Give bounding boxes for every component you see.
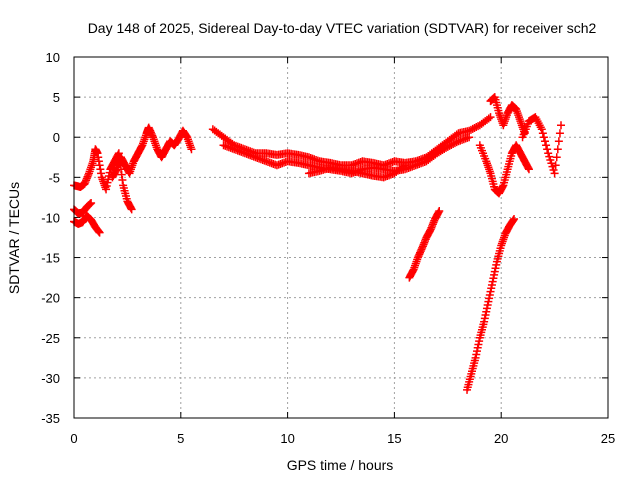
y-tick-label: -25 xyxy=(41,331,60,346)
data-point xyxy=(510,215,519,224)
series-arc-morning xyxy=(108,123,196,182)
data-point xyxy=(449,140,458,149)
grid xyxy=(74,57,608,418)
data-point xyxy=(484,114,493,123)
series-arc-evening-mid xyxy=(304,161,410,182)
series-arc-night xyxy=(518,113,566,178)
x-tick-label: 5 xyxy=(177,431,184,446)
plot-frame xyxy=(73,56,609,419)
y-tick-label: 5 xyxy=(53,90,60,105)
y-tick-label: -10 xyxy=(41,210,60,225)
data-point xyxy=(555,129,564,138)
y-tick-label: -35 xyxy=(41,411,60,426)
data-point xyxy=(539,133,548,142)
chart-title: Day 148 of 2025, Sidereal Day-to-day VTE… xyxy=(88,20,597,36)
x-tick-label: 25 xyxy=(601,431,615,446)
data-point xyxy=(542,141,551,150)
series-arc-late-loop xyxy=(475,141,533,198)
series-arc-early-low xyxy=(70,211,104,237)
data-point xyxy=(95,228,104,237)
data-point xyxy=(486,113,495,122)
data-point xyxy=(466,125,475,134)
data-point xyxy=(452,138,461,147)
data-point xyxy=(553,145,562,154)
data-point xyxy=(538,129,547,138)
series-arc-late-peak xyxy=(486,93,529,138)
data-point xyxy=(537,125,546,134)
y-axis-label: SDTVAR / TECUs xyxy=(6,182,22,294)
y-tick-label: 10 xyxy=(46,50,60,65)
data-point xyxy=(447,140,456,149)
data-point xyxy=(187,145,196,154)
data-point xyxy=(551,161,560,170)
data-point xyxy=(450,139,459,148)
x-tick-label: 20 xyxy=(494,431,508,446)
data-point xyxy=(465,133,474,142)
data-point xyxy=(524,165,533,174)
y-tick-label: -15 xyxy=(41,251,60,266)
data-point xyxy=(87,199,96,208)
x-axis-label: GPS time / hours xyxy=(287,457,394,473)
data-point xyxy=(435,207,444,216)
series-drop-arc-2 xyxy=(463,215,519,394)
data-point xyxy=(472,123,481,132)
data-point xyxy=(552,153,561,162)
data-points xyxy=(70,93,566,394)
data-point xyxy=(550,169,559,178)
data-point xyxy=(468,124,477,133)
data-point xyxy=(470,123,479,132)
x-tick-label: 0 xyxy=(70,431,77,446)
data-point xyxy=(540,137,549,146)
data-point xyxy=(554,137,563,146)
data-point xyxy=(557,121,566,130)
series-arc-early-main xyxy=(70,145,136,214)
y-tick-label: 0 xyxy=(53,130,60,145)
y-tick-label: -5 xyxy=(48,170,60,185)
series-drop-arc-1 xyxy=(405,207,444,282)
y-tick-label: -30 xyxy=(41,371,60,386)
data-point xyxy=(127,205,136,214)
x-tick-label: 15 xyxy=(387,431,401,446)
y-tick-label: -20 xyxy=(41,291,60,306)
axis-ticks xyxy=(73,56,609,419)
x-tick-label: 10 xyxy=(280,431,294,446)
data-point xyxy=(452,130,461,139)
series-arc-early-mid xyxy=(70,199,96,218)
data-point xyxy=(543,145,552,154)
data-point xyxy=(445,141,454,150)
tick-labels: 0 5 10 15 20 25 10 5 0 -5 -10 -15 -20 -25 -30 -35 xyxy=(41,50,615,446)
data-point xyxy=(399,162,408,171)
data-point xyxy=(443,142,452,151)
data-point xyxy=(401,161,410,170)
